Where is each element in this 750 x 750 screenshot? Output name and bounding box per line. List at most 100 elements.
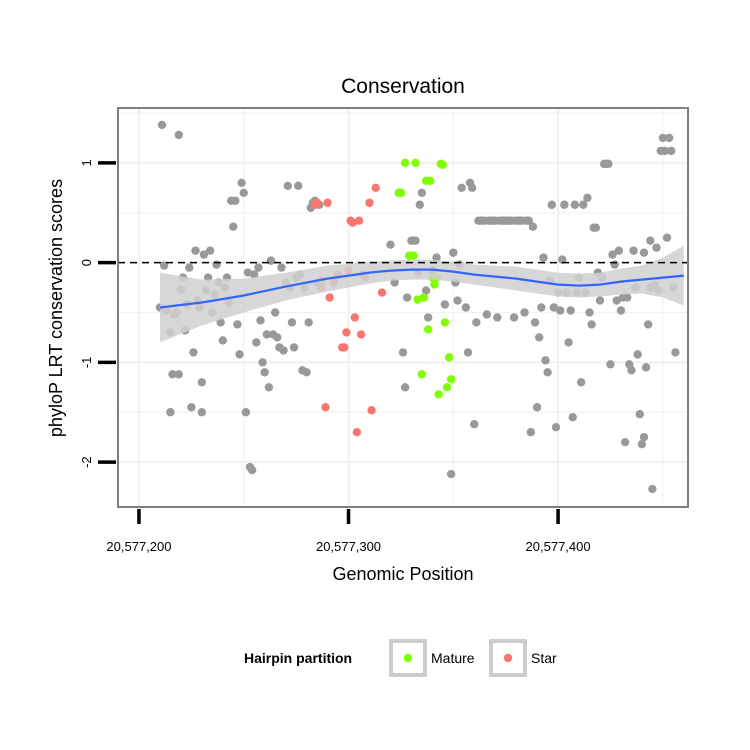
data-point — [365, 198, 374, 207]
data-point — [457, 183, 466, 192]
data-point — [470, 420, 479, 429]
data-point — [342, 328, 351, 337]
data-point — [449, 248, 458, 257]
data-point — [419, 293, 429, 302]
legend-marker-star — [503, 653, 513, 663]
data-point — [639, 248, 649, 257]
chart-title: Conservation — [341, 75, 465, 98]
data-point — [273, 333, 282, 342]
data-point — [356, 330, 366, 339]
data-point — [241, 408, 251, 417]
y-tick-label: 1 — [79, 159, 94, 166]
data-point — [535, 333, 544, 342]
data-point — [352, 427, 362, 437]
data-point — [587, 320, 596, 329]
data-point — [218, 336, 227, 345]
data-point — [432, 253, 441, 262]
data-point — [576, 378, 586, 387]
data-point — [472, 318, 481, 327]
data-point — [250, 270, 259, 279]
data-point — [229, 222, 238, 231]
data-point — [446, 375, 456, 384]
x-axis-label: Genomic Position — [332, 564, 473, 584]
data-point — [532, 403, 542, 412]
y-tick-label: -2 — [79, 456, 94, 468]
data-point — [400, 383, 410, 392]
data-point — [570, 200, 580, 209]
data-point — [191, 246, 200, 255]
data-point — [417, 188, 427, 197]
data-point — [411, 236, 420, 245]
data-point — [620, 437, 630, 447]
data-point — [524, 216, 533, 225]
data-point — [166, 408, 175, 417]
data-point — [493, 313, 502, 322]
data-point — [461, 303, 471, 312]
data-point — [340, 343, 349, 352]
data-point — [547, 200, 556, 209]
data-point — [239, 188, 248, 197]
data-point — [197, 408, 207, 417]
data-point — [585, 308, 594, 317]
data-point — [235, 350, 244, 359]
data-point — [614, 246, 624, 255]
data-point — [662, 233, 672, 242]
data-point — [350, 313, 360, 322]
data-point — [260, 368, 269, 377]
data-point — [283, 181, 292, 191]
data-point — [312, 198, 322, 207]
data-point — [386, 240, 395, 249]
data-point — [258, 358, 267, 367]
data-point — [467, 183, 477, 192]
data-point — [616, 306, 626, 315]
legend-key-star — [489, 639, 527, 677]
data-point — [463, 348, 473, 357]
data-point — [434, 390, 443, 399]
data-point — [266, 256, 276, 265]
x-tick-label: 20,577,200 — [106, 539, 171, 554]
data-point — [583, 193, 592, 202]
legend-label-star: Star — [531, 650, 557, 666]
data-point — [568, 413, 577, 422]
legend-label-mature: Mature — [431, 650, 475, 666]
data-point — [560, 200, 569, 209]
data-point — [398, 348, 408, 357]
x-tick-label: 20,577,400 — [526, 539, 591, 554]
data-point — [629, 246, 638, 255]
data-point — [423, 325, 433, 334]
data-point — [664, 133, 674, 143]
data-point — [444, 353, 454, 362]
data-point — [287, 318, 297, 327]
data-point — [237, 178, 246, 188]
data-point — [377, 288, 387, 297]
data-point — [187, 403, 196, 412]
data-point — [612, 296, 621, 305]
data-point — [551, 423, 561, 432]
data-point — [526, 427, 536, 437]
data-point — [302, 368, 311, 377]
data-point — [627, 366, 636, 375]
data-point — [321, 403, 330, 412]
data-point — [417, 370, 427, 379]
data-point — [579, 200, 588, 209]
legend-title: Hairpin partition — [244, 650, 352, 666]
data-point — [438, 160, 448, 170]
data-point — [652, 243, 661, 252]
data-point — [606, 360, 615, 369]
data-point — [671, 348, 680, 357]
data-point — [509, 313, 519, 322]
data-point — [367, 406, 376, 415]
data-point — [256, 316, 265, 325]
data-point — [185, 263, 194, 272]
data-point — [409, 251, 418, 260]
data-point — [635, 410, 645, 419]
data-point — [564, 338, 573, 347]
data-point — [168, 370, 177, 379]
x-tick-label: 20,577,300 — [316, 539, 381, 554]
data-point — [231, 196, 240, 205]
data-point — [520, 308, 529, 317]
y-tick-label: 0 — [79, 259, 94, 266]
data-point — [396, 188, 406, 197]
data-point — [639, 432, 649, 442]
